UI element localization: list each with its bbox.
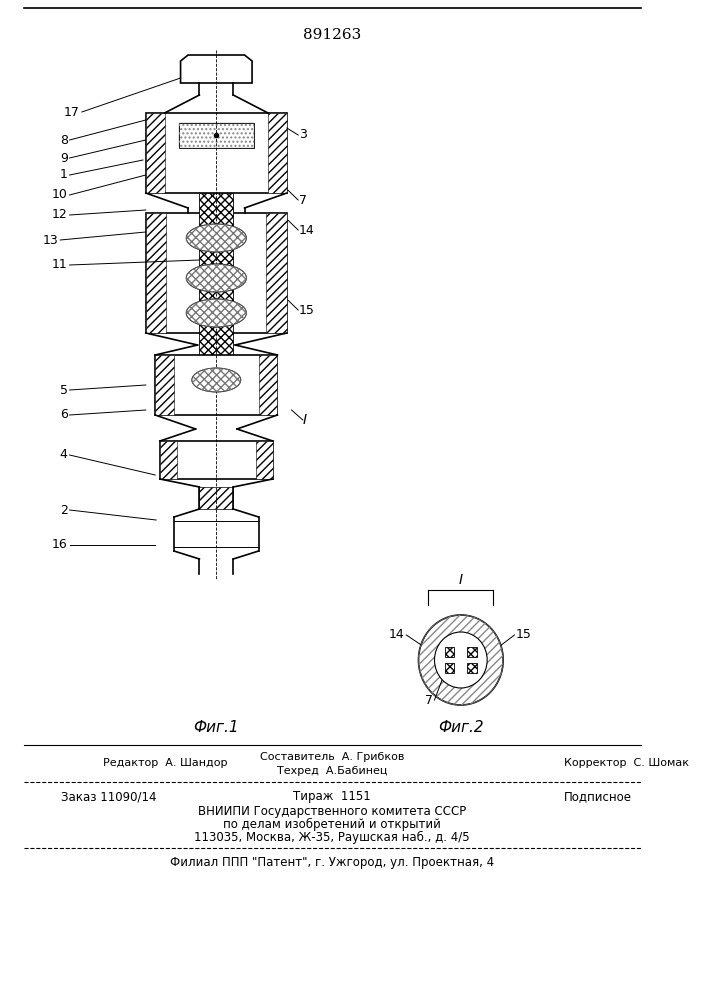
Bar	[160, 441, 177, 479]
Text: 1: 1	[60, 168, 68, 182]
Text: Корректор  С. Шомак: Корректор С. Шомак	[564, 758, 689, 768]
Text: 15: 15	[299, 304, 315, 316]
Circle shape	[419, 615, 503, 705]
Bar	[179, 123, 254, 148]
Bar	[160, 441, 273, 479]
Text: 5: 5	[59, 383, 68, 396]
Text: Техред  А.Бабинец: Техред А.Бабинец	[277, 766, 387, 776]
Text: 11: 11	[52, 258, 68, 271]
Text: Филиал ППП "Патент", г. Ужгород, ул. Проектная, 4: Филиал ППП "Патент", г. Ужгород, ул. Про…	[170, 856, 494, 869]
Text: 15: 15	[515, 629, 531, 642]
Bar	[199, 487, 233, 509]
Text: Тираж  1151: Тираж 1151	[293, 790, 371, 803]
Text: 12: 12	[52, 209, 68, 222]
Text: Фиг.2: Фиг.2	[438, 720, 484, 735]
Bar	[199, 193, 233, 373]
Text: по делам изобретений и открытий: по делам изобретений и открытий	[223, 818, 441, 831]
Text: 16: 16	[52, 538, 68, 552]
Bar	[467, 647, 477, 657]
Bar	[146, 213, 287, 333]
Bar	[266, 213, 287, 333]
Bar	[259, 355, 277, 415]
Text: 13: 13	[42, 233, 58, 246]
Text: ВНИИПИ Государственного комитета СССР: ВНИИПИ Государственного комитета СССР	[198, 805, 466, 818]
Bar	[445, 663, 455, 673]
Bar	[146, 213, 166, 333]
Text: I: I	[303, 413, 307, 427]
Ellipse shape	[186, 299, 247, 327]
Text: Подписное: Подписное	[564, 790, 632, 803]
Text: 113035, Москва, Ж-35, Раушская наб., д. 4/5: 113035, Москва, Ж-35, Раушская наб., д. …	[194, 831, 470, 844]
Text: 6: 6	[60, 408, 68, 422]
Text: Заказ 11090/14: Заказ 11090/14	[61, 790, 157, 803]
Text: Фиг.1: Фиг.1	[194, 720, 239, 735]
Bar	[467, 663, 477, 673]
Bar	[179, 123, 254, 148]
Text: I: I	[459, 573, 463, 587]
Text: 4: 4	[60, 448, 68, 462]
Ellipse shape	[192, 368, 241, 392]
Text: 7: 7	[299, 194, 307, 207]
Circle shape	[435, 632, 487, 688]
Text: 10: 10	[52, 188, 68, 202]
Text: 9: 9	[60, 151, 68, 164]
Text: 891263: 891263	[303, 28, 361, 42]
Text: Редактор  А. Шандор: Редактор А. Шандор	[103, 758, 228, 768]
Text: 2: 2	[60, 504, 68, 516]
Polygon shape	[180, 55, 252, 83]
Ellipse shape	[186, 264, 247, 292]
Ellipse shape	[186, 224, 247, 252]
Bar	[146, 113, 165, 193]
Text: 8: 8	[59, 133, 68, 146]
Bar	[155, 355, 174, 415]
Bar	[155, 355, 277, 415]
Bar	[268, 113, 287, 193]
Text: 3: 3	[299, 128, 307, 141]
Bar	[256, 441, 273, 479]
Text: 17: 17	[64, 105, 80, 118]
Text: 14: 14	[389, 629, 404, 642]
Text: 14: 14	[299, 224, 315, 236]
Bar	[146, 113, 287, 193]
Text: 7: 7	[425, 694, 433, 706]
Text: Составитель  А. Грибков: Составитель А. Грибков	[259, 752, 404, 762]
Bar	[445, 647, 455, 657]
